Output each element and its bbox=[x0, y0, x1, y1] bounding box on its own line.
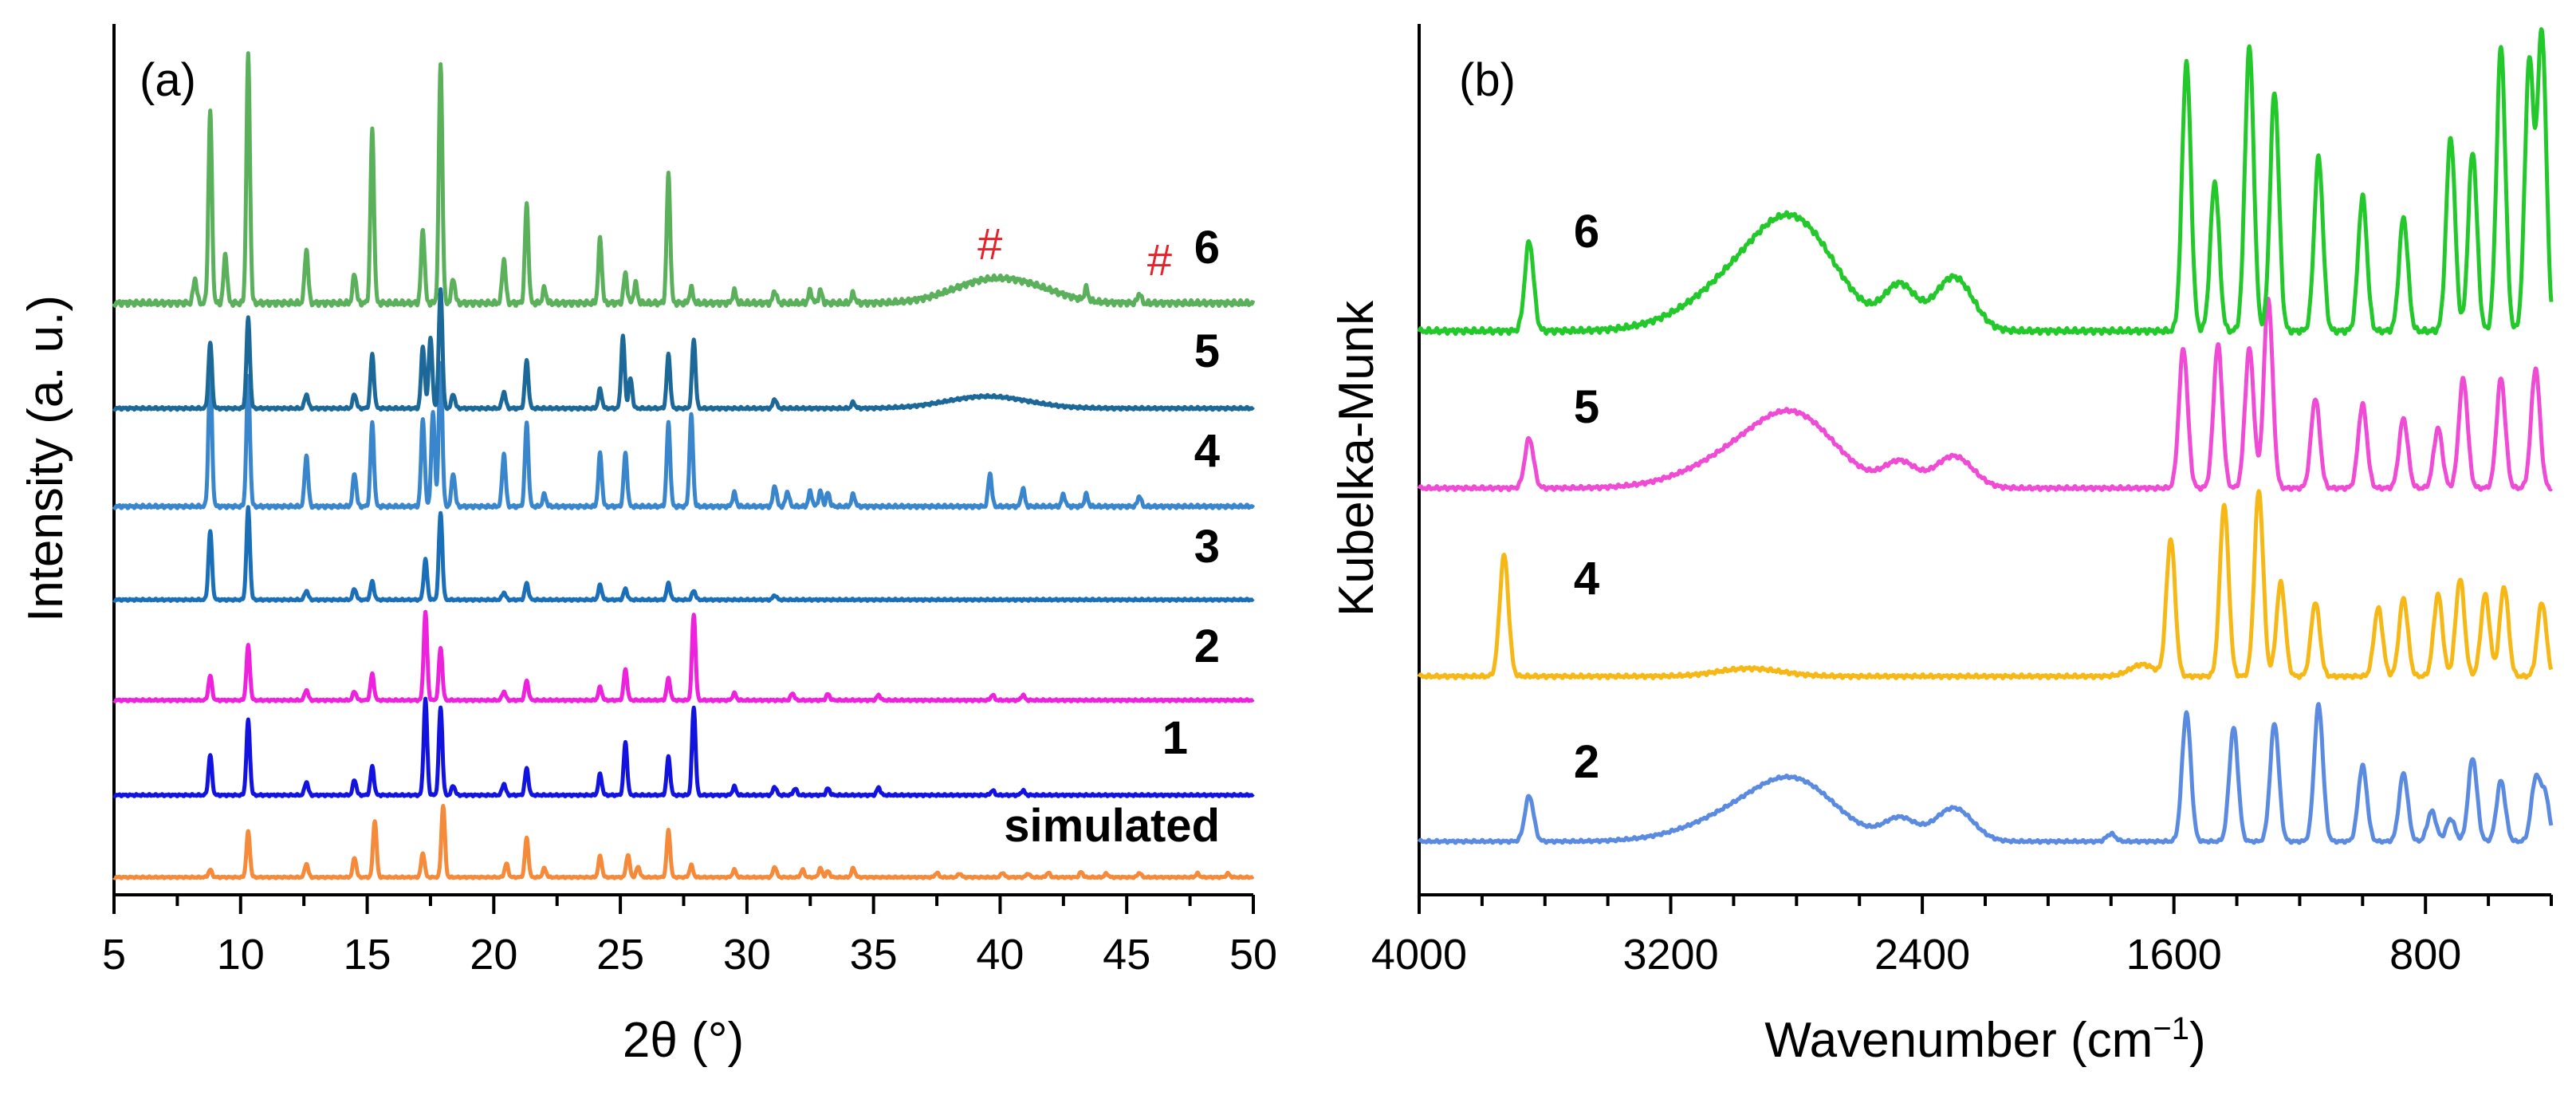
amorphous-hash-mark: # bbox=[1147, 234, 1172, 285]
xrd-series-label: 6 bbox=[1194, 222, 1220, 274]
panel-b-series-labels: 2 4 5 6 bbox=[1574, 206, 1599, 788]
panel-a-ticks: 5 10 15 20 25 30 35 40 45 50 bbox=[102, 895, 1277, 979]
panel-b-x-title-close: ) bbox=[2189, 1013, 2206, 1068]
xrd-trace-simulated bbox=[112, 804, 1255, 880]
panel-a-traces bbox=[112, 51, 1256, 880]
panel-a-series-labels: simulated 12 3 4 5 6 bbox=[1004, 222, 1220, 852]
ir-trace-5 bbox=[1417, 297, 2554, 492]
xrd-series-label: 3 bbox=[1194, 521, 1220, 573]
panel-b-traces bbox=[1417, 27, 2554, 845]
panel-b-x-tick-label: 800 bbox=[2389, 931, 2461, 979]
xrd-trace-2 bbox=[112, 609, 1255, 703]
panel-b-label: (b) bbox=[1459, 54, 1516, 106]
xrd-trace-5 bbox=[112, 287, 1255, 412]
panel-b-x-title-sup: −1 bbox=[2153, 1011, 2189, 1046]
panel-a-x-tick-label: 15 bbox=[344, 931, 391, 979]
xrd-trace-4 bbox=[112, 360, 1256, 510]
panel-b-x-tick-label: 2400 bbox=[1874, 931, 1970, 979]
panel-a-x-tick-label: 30 bbox=[723, 931, 771, 979]
panel-a-x-tick-label: 5 bbox=[102, 931, 126, 979]
panel-a-x-tick-label: 45 bbox=[1103, 931, 1150, 979]
panel-a-x-tick-label: 20 bbox=[470, 931, 517, 979]
panel-a-x-tick-label: 35 bbox=[850, 931, 898, 979]
panel-b-x-tick-label: 3200 bbox=[1622, 931, 1718, 979]
ir-series-label: 4 bbox=[1574, 553, 1599, 605]
xrd-trace-1 bbox=[112, 696, 1255, 798]
xrd-series-label: 5 bbox=[1194, 325, 1220, 377]
panel-b: (b) Wavenumber (cm−1) Kubelka-Munk 4000 3… bbox=[1329, 24, 2554, 1068]
panel-b-x-tick-label: 4000 bbox=[1371, 931, 1467, 979]
panel-a-x-tick-label: 10 bbox=[217, 931, 265, 979]
panel-a-label: (a) bbox=[140, 54, 196, 106]
ir-series-label: 5 bbox=[1574, 381, 1599, 433]
panel-b-ticks: 4000 3200 2400 1600 800 bbox=[1371, 895, 2553, 979]
panel-a-y-title: Intensity (a. u.) bbox=[18, 295, 73, 622]
ir-trace-6 bbox=[1417, 27, 2554, 337]
panel-a-x-tick-label: 50 bbox=[1229, 931, 1277, 979]
amorphous-hash-mark: # bbox=[977, 219, 1002, 269]
panel-a-x-title: 2θ (°) bbox=[623, 1013, 744, 1068]
panel-b-x-title: Wavenumber (cm−1) bbox=[1764, 1011, 2205, 1068]
ir-trace-2 bbox=[1417, 702, 2554, 845]
xrd-series-label: simulated bbox=[1004, 800, 1220, 852]
panel-b-x-title-main: Wavenumber (cm bbox=[1764, 1013, 2153, 1068]
ir-series-label: 6 bbox=[1574, 206, 1599, 258]
panel-a-x-tick-label: 40 bbox=[976, 931, 1024, 979]
panel-a: (a) 2θ (°) Intensity (a. u.) 5 10 15 20 25 30… bbox=[18, 24, 1277, 1068]
panel-a-x-tick-label: 25 bbox=[596, 931, 644, 979]
panel-a-annotations: # # bbox=[977, 219, 1172, 285]
xrd-series-label: 4 bbox=[1194, 425, 1220, 477]
xrd-trace-3 bbox=[112, 505, 1255, 603]
ir-trace-4 bbox=[1417, 489, 2554, 680]
panel-b-x-tick-label: 1600 bbox=[2126, 931, 2222, 979]
xrd-series-label: 1 bbox=[1162, 712, 1188, 764]
panel-b-y-title: Kubelka-Munk bbox=[1329, 300, 1384, 616]
xrd-trace-6 bbox=[112, 51, 1256, 309]
xrd-series-label: 2 bbox=[1194, 620, 1220, 672]
ir-series-label: 2 bbox=[1574, 736, 1599, 788]
